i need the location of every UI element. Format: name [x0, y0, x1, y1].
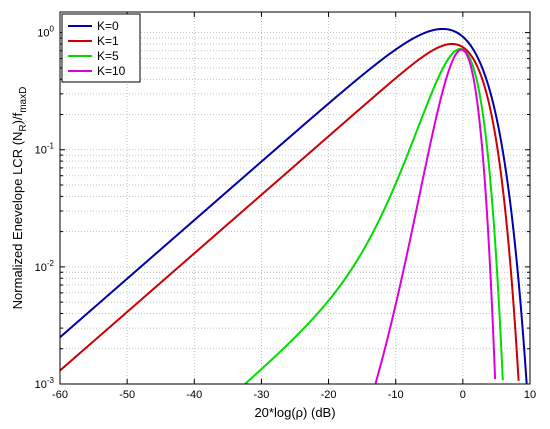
legend-label-k1: K=1 [97, 34, 119, 48]
legend: K=0K=1K=5K=10 [61, 13, 141, 83]
series-line-k1 [59, 42, 520, 381]
x-tick-label: 0 [460, 389, 466, 401]
x-axis-label: 20*log(ρ) (dB) [254, 405, 335, 420]
y-tick-label: 10-3 [35, 376, 55, 391]
y-tick-label: 10-1 [35, 142, 55, 157]
x-tick-label: -10 [388, 389, 404, 401]
x-tick-label: -60 [52, 389, 68, 401]
y-axis-ticks: 10-3 10-2 10-1 100 [35, 25, 530, 391]
legend-label-k5: K=5 [97, 49, 119, 63]
y-tick-label: 10-2 [35, 259, 55, 274]
series-line-k10 [374, 48, 497, 384]
x-tick-label: -50 [119, 389, 135, 401]
x-tick-label: 10 [524, 389, 536, 401]
x-tick-label: -30 [253, 389, 269, 401]
legend-label-k10: K=10 [97, 64, 126, 78]
x-tick-label: -40 [186, 389, 202, 401]
legend-label-k0: K=0 [97, 19, 119, 33]
x-tick-label: -20 [321, 389, 337, 401]
series-curves [59, 27, 528, 385]
grid-lines [60, 12, 530, 384]
series-line-k0 [59, 27, 528, 384]
plot-frame [59, 11, 531, 385]
y-axis-label: Normalized Enevelope LCR (NR)/fmaxD [10, 87, 29, 310]
y-tick-label: 100 [37, 25, 54, 40]
